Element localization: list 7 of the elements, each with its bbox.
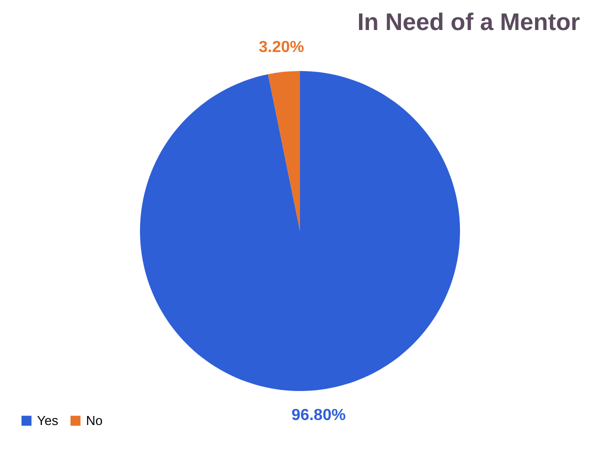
- legend-label: No: [86, 412, 103, 428]
- data-label: 3.20%: [258, 38, 304, 56]
- pie-slice: [268, 71, 300, 231]
- pie-slice: [140, 71, 460, 391]
- legend-label: Yes: [37, 412, 59, 428]
- chart-title: In Need of a Mentor: [357, 8, 580, 36]
- data-label: 96.80%: [291, 407, 346, 424]
